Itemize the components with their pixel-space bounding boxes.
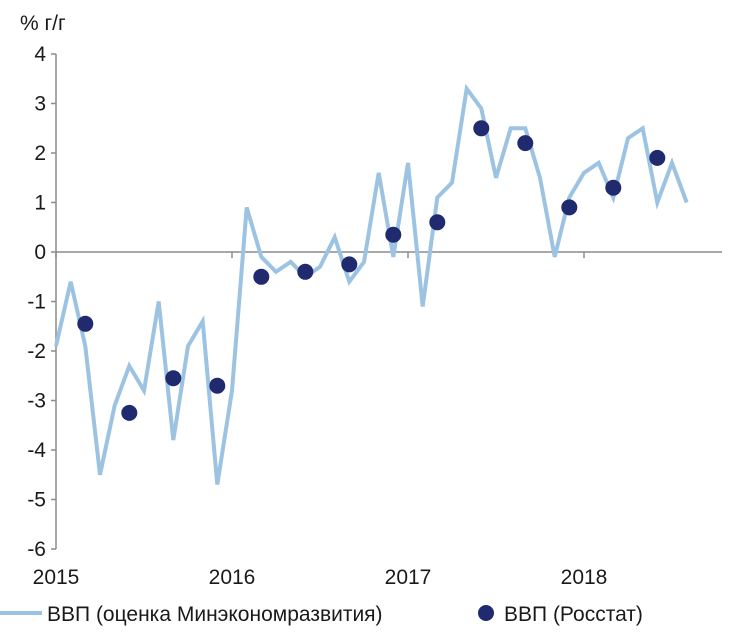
y-tick-label: 2 (34, 142, 46, 165)
data-point-rosstat (297, 263, 314, 280)
y-tick-label: -6 (27, 538, 46, 561)
series-dots-group (77, 120, 666, 421)
y-tick-label: -1 (27, 291, 46, 314)
data-point-rosstat (77, 315, 94, 332)
y-tick-label: 3 (34, 93, 46, 116)
y-tick-label: 0 (34, 241, 46, 264)
data-point-rosstat (561, 199, 578, 216)
data-point-rosstat (121, 404, 138, 421)
x-tick-label: 2017 (385, 566, 432, 589)
y-tick-label: -4 (27, 439, 46, 462)
data-point-rosstat (473, 120, 490, 137)
data-point-rosstat (341, 256, 358, 273)
axes (51, 53, 722, 550)
y-tick-label: -5 (27, 489, 46, 512)
y-axis-label: % г/г (20, 12, 66, 35)
legend-label-line-series: ВВП (оценка Минэкономразвития) (47, 603, 383, 626)
y-tick-label: 4 (34, 43, 46, 66)
legend: ВВП (оценка Минэкономразвития) ВВП (Росс… (0, 603, 643, 626)
x-tick-labels: 2015 2016 2017 2018 (33, 566, 608, 589)
data-point-rosstat (385, 226, 402, 243)
data-point-rosstat (165, 370, 182, 387)
data-point-rosstat (429, 214, 446, 231)
x-tick-label: 2016 (209, 566, 256, 589)
y-tick-label: -3 (27, 390, 46, 413)
data-point-rosstat (605, 179, 622, 196)
x-tick-label: 2015 (33, 566, 80, 589)
y-tick-label: -2 (27, 340, 46, 363)
series-line-group (54, 83, 689, 485)
data-point-rosstat (209, 377, 226, 394)
legend-dot-swatch (478, 605, 494, 621)
data-point-rosstat (517, 135, 534, 152)
x-tick-label: 2018 (561, 566, 608, 589)
data-point-rosstat (253, 268, 270, 285)
legend-label-dot-series: ВВП (Росстат) (504, 603, 643, 626)
series-line-minek (54, 83, 689, 485)
data-point-rosstat (649, 149, 666, 166)
y-tick-label: 1 (34, 192, 46, 215)
y-tick-labels: 4 3 2 1 0 -1 -2 -3 -4 -5 -6 (27, 43, 46, 561)
